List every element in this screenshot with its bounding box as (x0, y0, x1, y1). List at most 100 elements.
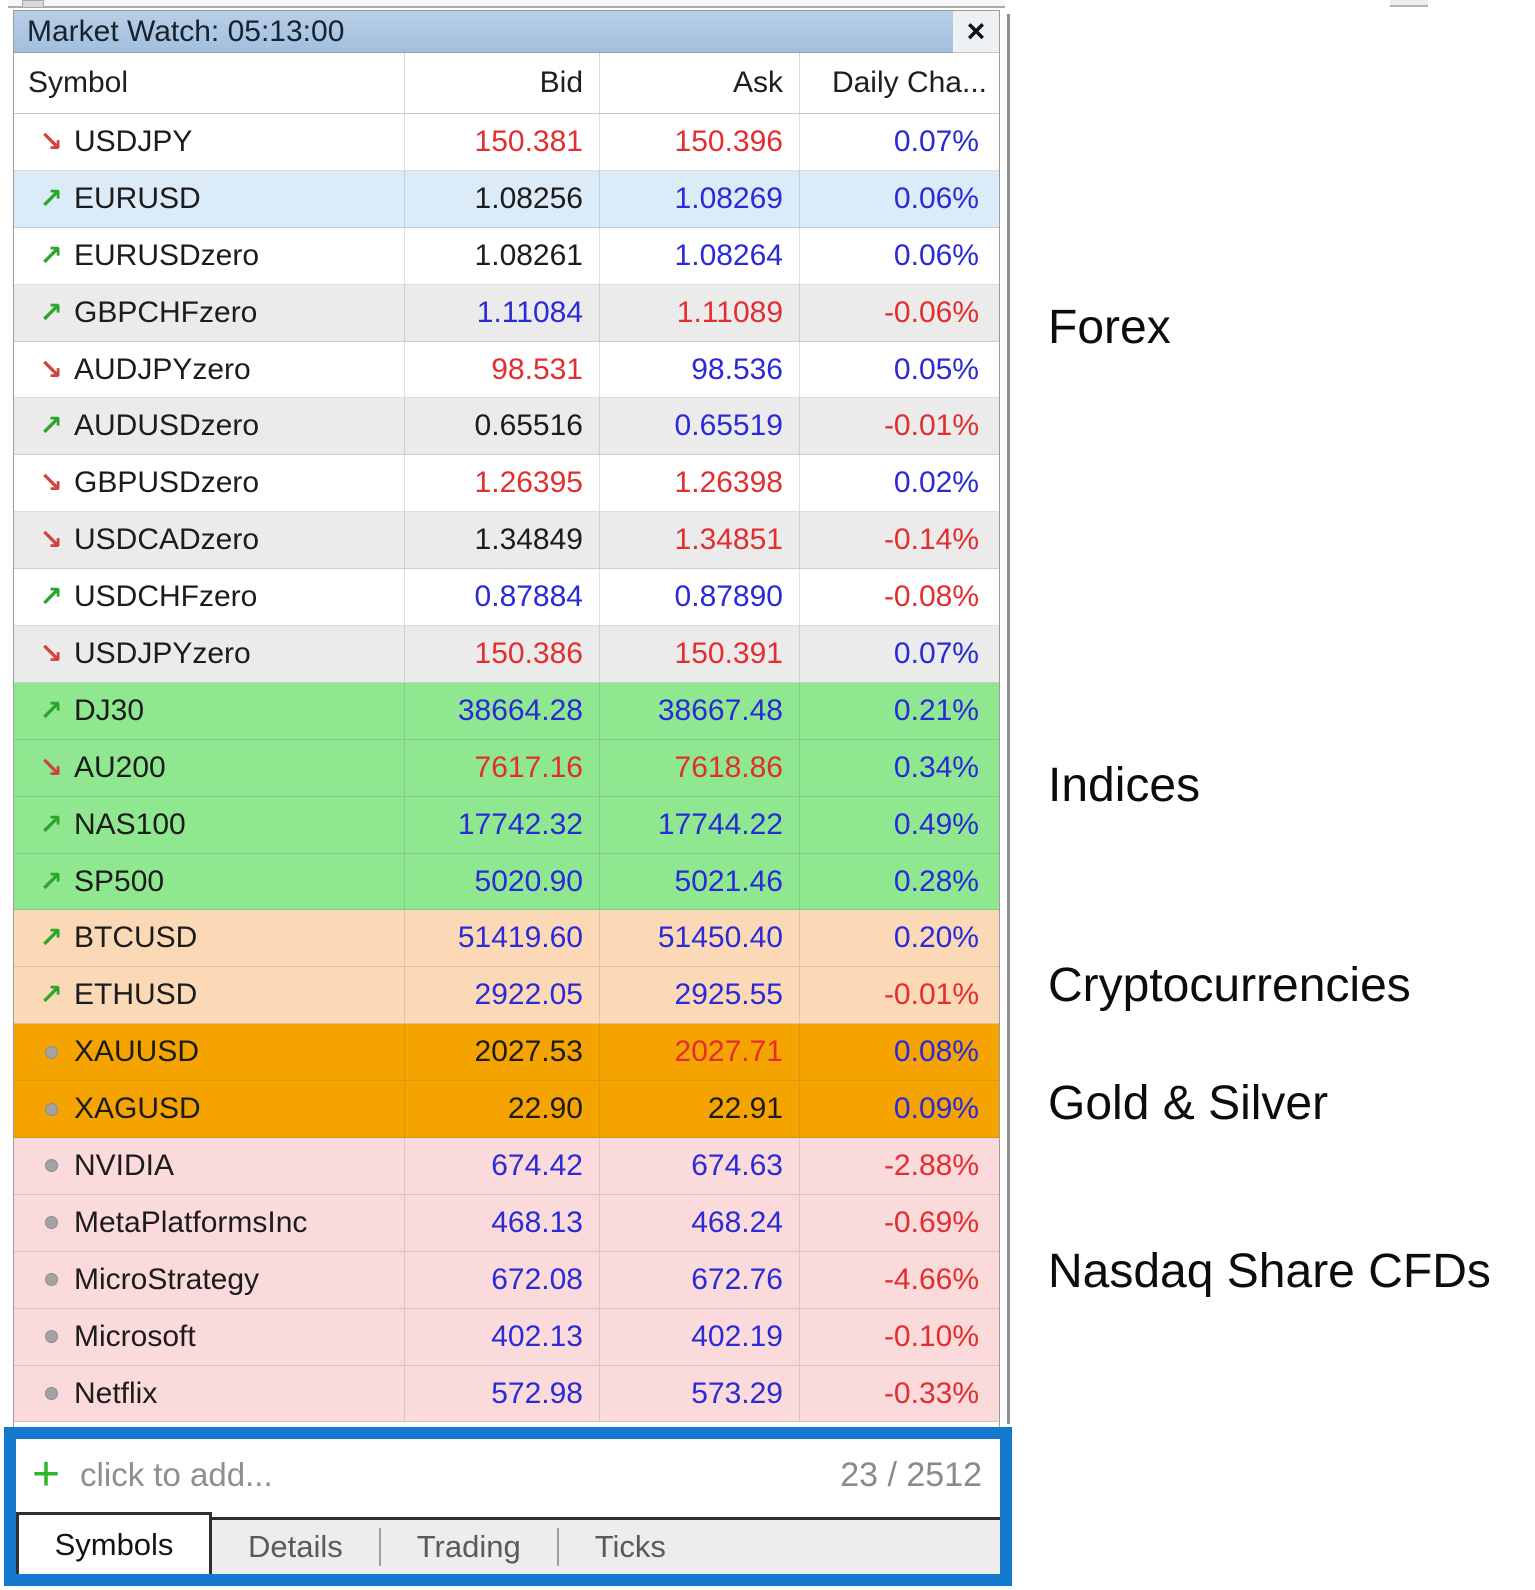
daily-change-value: 0.09% (893, 1092, 979, 1126)
background-window-notch (22, 0, 44, 8)
table-row[interactable]: ↗ GBPCHFzero 1.11084 1.11089 -0.06% (14, 284, 999, 342)
table-row[interactable]: ↗ SP500 5020.90 5021.46 0.28% (14, 853, 999, 911)
tab-details[interactable]: Details (248, 1529, 343, 1564)
symbol-name: GBPCHFzero (74, 295, 258, 329)
bid-value: 51419.60 (405, 910, 600, 967)
table-row[interactable]: ↗ EURUSDzero 1.08261 1.08264 0.06% (14, 227, 999, 285)
tab-ticks[interactable]: Ticks (594, 1529, 666, 1564)
table-row[interactable]: ↗ ETHUSD 2922.05 2925.55 -0.01% (14, 967, 999, 1025)
symbol-name: Netflix (74, 1376, 158, 1410)
bid-value: 0.65516 (405, 398, 600, 455)
symbol-name: AUDJPYzero (74, 352, 251, 386)
ask-value: 7618.86 (600, 739, 800, 796)
bid-value: 5020.90 (405, 853, 600, 910)
bid-value: 402.13 (405, 1308, 600, 1365)
dot-icon (44, 1387, 58, 1401)
symbol-name: XAGUSD (74, 1092, 201, 1126)
symbol-name: DJ30 (74, 693, 145, 727)
table-row[interactable]: Netflix 572.98 573.29 -0.33% (14, 1365, 999, 1423)
window-right-edge-line (1007, 14, 1010, 1424)
dot-icon (44, 1330, 58, 1344)
table-row[interactable]: ↗ NAS100 17742.32 17744.22 0.49% (14, 796, 999, 854)
table-row[interactable]: MetaPlatformsInc 468.13 468.24 -0.69% (14, 1194, 999, 1252)
daily-change-value: 0.05% (893, 352, 979, 386)
symbol-name: USDCADzero (74, 523, 260, 557)
table-row[interactable]: ↗ AUDUSDzero 0.65516 0.65519 -0.01% (14, 398, 999, 456)
symbol-name: BTCUSD (74, 921, 198, 955)
symbol-name: MicroStrategy (74, 1262, 260, 1296)
tab-separator (378, 1528, 381, 1566)
down-arrow-icon: ↘ (39, 523, 63, 557)
ask-value: 1.26398 (600, 455, 800, 512)
table-row[interactable]: ↘ AU200 7617.16 7618.86 0.34% (14, 739, 999, 797)
table-row[interactable]: ↗ BTCUSD 51419.60 51450.40 0.20% (14, 910, 999, 968)
ask-value: 17744.22 (600, 796, 800, 853)
table-row[interactable]: XAUUSD 2027.53 2027.71 0.08% (14, 1024, 999, 1082)
titlebar[interactable]: Market Watch: 05:13:00 × (14, 11, 999, 53)
symbol-name: USDJPY (74, 124, 193, 158)
background-window-fragment (1390, 0, 1428, 7)
daily-change-value: -0.33% (883, 1376, 979, 1410)
table-row[interactable]: ↗ USDCHFzero 0.87884 0.87890 -0.08% (14, 569, 999, 627)
table-row[interactable]: ↗ EURUSD 1.08256 1.08269 0.06% (14, 170, 999, 228)
window-title: Market Watch: 05:13:00 (27, 14, 345, 48)
symbol-name: XAUUSD (74, 1035, 200, 1069)
ask-value: 1.11089 (600, 284, 800, 341)
table-row[interactable]: ↘ USDCADzero 1.34849 1.34851 -0.14% (14, 512, 999, 570)
table-row[interactable]: ↘ USDJPY 150.381 150.396 0.07% (14, 114, 999, 171)
bid-value: 2922.05 (405, 967, 600, 1024)
close-button[interactable]: × (953, 11, 999, 53)
ask-value: 2925.55 (600, 967, 800, 1024)
bid-value: 17742.32 (405, 796, 600, 853)
ask-value: 0.65519 (600, 398, 800, 455)
up-arrow-icon: ↗ (39, 295, 63, 329)
daily-change-value: -4.66% (883, 1262, 979, 1296)
dot-icon (44, 1273, 58, 1287)
column-header-symbol[interactable]: Symbol (14, 53, 405, 113)
daily-change-value: -0.01% (883, 409, 979, 443)
up-arrow-icon: ↗ (39, 864, 63, 898)
daily-change-value: -0.06% (883, 295, 979, 329)
down-arrow-icon: ↘ (39, 124, 63, 158)
down-arrow-icon: ↘ (39, 352, 63, 386)
daily-change-value: 0.06% (893, 181, 979, 215)
symbol-table-body: ↘ USDJPY 150.381 150.396 0.07% ↗ EURUSD 1.08256… (14, 114, 999, 1423)
column-header-bid[interactable]: Bid (405, 53, 600, 113)
click-to-add-row[interactable]: + click to add... 23 / 2512 (16, 1439, 1000, 1511)
daily-change-value: -2.88% (883, 1148, 979, 1182)
daily-change-value: -0.08% (883, 580, 979, 614)
ask-value: 38667.48 (600, 682, 800, 739)
table-row[interactable]: NVIDIA 674.42 674.63 -2.88% (14, 1138, 999, 1195)
up-arrow-icon: ↗ (39, 580, 63, 614)
daily-change-value: 0.20% (893, 921, 979, 955)
ask-value: 672.76 (600, 1251, 800, 1308)
table-row[interactable]: ↘ AUDJPYzero 98.531 98.536 0.05% (14, 341, 999, 399)
table-row[interactable]: ↗ DJ30 38664.28 38667.48 0.21% (14, 682, 999, 740)
footer-highlight-box: + click to add... 23 / 2512 Symbols Deta… (4, 1427, 1012, 1586)
tab-strip: Symbols Details Trading Ticks (16, 1511, 1000, 1574)
bid-value: 1.08261 (405, 227, 600, 284)
tab-symbols[interactable]: Symbols (16, 1512, 212, 1574)
annotation-cryptocurrencies: Cryptocurrencies (1048, 959, 1411, 1012)
bid-value: 38664.28 (405, 682, 600, 739)
up-arrow-icon: ↗ (39, 978, 63, 1012)
bid-value: 2027.53 (405, 1024, 600, 1081)
bid-value: 0.87884 (405, 569, 600, 626)
ask-value: 1.08269 (600, 170, 800, 227)
table-row[interactable]: MicroStrategy 672.08 672.76 -4.66% (14, 1251, 999, 1309)
daily-change-value: 0.49% (893, 807, 979, 841)
table-row[interactable]: ↘ GBPUSDzero 1.26395 1.26398 0.02% (14, 455, 999, 513)
symbol-name: USDJPYzero (74, 636, 251, 670)
table-row[interactable]: Microsoft 402.13 402.19 -0.10% (14, 1308, 999, 1366)
tab-trading[interactable]: Trading (416, 1529, 521, 1564)
ask-value: 150.396 (600, 114, 800, 170)
symbol-name: AUDUSDzero (74, 409, 260, 443)
table-row[interactable]: ↘ USDJPYzero 150.386 150.391 0.07% (14, 626, 999, 683)
column-header-daily-change[interactable]: Daily Cha... (831, 66, 987, 99)
dot-icon (44, 1159, 58, 1173)
background-window-edge (8, 0, 1005, 8)
bid-value: 672.08 (405, 1251, 600, 1308)
column-header-ask[interactable]: Ask (600, 53, 800, 113)
ask-value: 1.08264 (600, 227, 800, 284)
table-row[interactable]: XAGUSD 22.90 22.91 0.09% (14, 1081, 999, 1139)
